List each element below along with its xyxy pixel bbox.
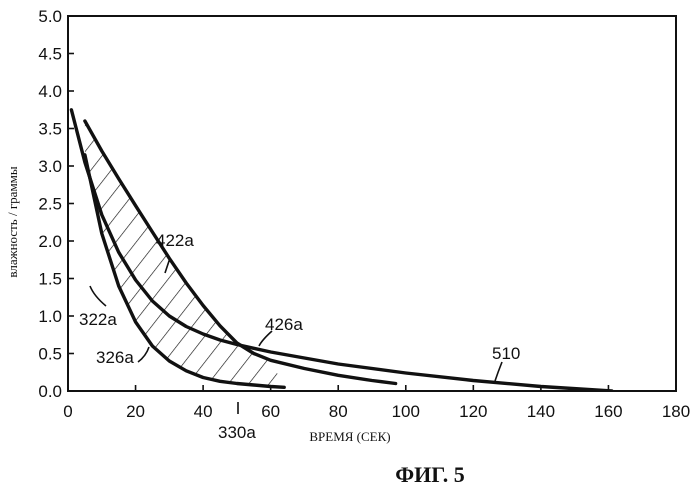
y-tick-label: 4.5 — [38, 45, 62, 64]
x-tick-label: 100 — [392, 402, 420, 421]
callout-label-330a: 330a — [218, 423, 256, 442]
x-tick-label: 140 — [527, 402, 555, 421]
x-tick-label: 60 — [261, 402, 280, 421]
callout-label-326a: 326a — [96, 348, 134, 367]
y-tick-label: 0.5 — [38, 345, 62, 364]
y-tick-label: 3.0 — [38, 157, 62, 176]
callout-leader-326a — [138, 347, 149, 362]
y-axis-label: влажность / граммы — [5, 166, 20, 278]
y-tick-label: 0.0 — [38, 382, 62, 401]
figure-title: ФИГ. 5 — [395, 462, 465, 487]
callout-label-426a: 426a — [265, 315, 303, 334]
x-tick-label: 0 — [63, 402, 72, 421]
y-tick-label: 2.5 — [38, 195, 62, 214]
x-axis-label: ВРЕМЯ (СЕК) — [309, 429, 390, 444]
x-tick-label: 80 — [329, 402, 348, 421]
callout-label-510: 510 — [492, 344, 520, 363]
y-tick-label: 3.5 — [38, 120, 62, 139]
x-tick-label: 120 — [459, 402, 487, 421]
y-tick-label: 4.0 — [38, 82, 62, 101]
x-tick-label: 40 — [194, 402, 213, 421]
callout-label-422a: 422a — [156, 231, 194, 250]
y-tick-label: 5.0 — [38, 7, 62, 26]
y-tick-label: 1.5 — [38, 270, 62, 289]
callout-leader-322a — [90, 286, 106, 306]
callout-label-322a: 322a — [79, 310, 117, 329]
x-tick-label: 20 — [126, 402, 145, 421]
callout-leader-510 — [495, 362, 502, 381]
x-tick-label: 180 — [662, 402, 690, 421]
y-tick-label: 1.0 — [38, 307, 62, 326]
y-tick-label: 2.0 — [38, 232, 62, 251]
x-tick-label: 160 — [594, 402, 622, 421]
